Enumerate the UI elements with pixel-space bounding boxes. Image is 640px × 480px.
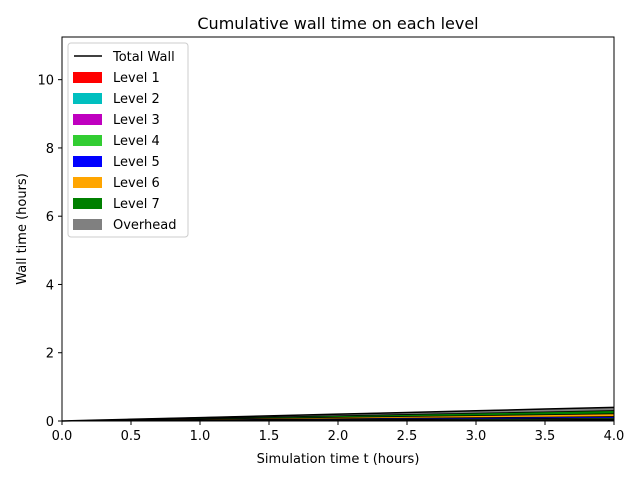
legend-swatch [73, 219, 102, 230]
legend-label: Level 1 [113, 71, 160, 86]
legend-label: Level 5 [113, 155, 160, 170]
legend-label: Level 4 [113, 134, 160, 149]
y-tick-label: 2 [46, 347, 54, 362]
x-tick-label: 3.5 [535, 429, 556, 444]
plot-area [61, 36, 615, 422]
legend-label: Level 7 [113, 197, 160, 212]
legend-swatch [73, 177, 102, 188]
x-tick-label: 4.0 [604, 429, 625, 444]
y-tick-label: 0 [46, 415, 54, 430]
y-tick-label: 6 [46, 210, 54, 225]
x-axis: 0.0 0.5 1.0 1.5 2.0 2.5 3.0 3.5 4.0 [52, 421, 625, 444]
y-axis-label: Wall time (hours) [15, 173, 30, 285]
y-tick-label: 4 [46, 278, 54, 293]
legend-swatch [73, 72, 102, 83]
legend-swatch [73, 198, 102, 209]
y-tick-label: 10 [37, 74, 54, 89]
x-tick-label: 0.5 [121, 429, 142, 444]
y-axis: 0 2 4 6 8 10 [37, 74, 62, 430]
legend-swatch [73, 93, 102, 104]
legend-label: Level 3 [113, 113, 160, 128]
legend: Total Wall Level 1 Level 2 Level 3 Level 4 Le… [67, 42, 189, 238]
chart-title: Cumulative wall time on each level [197, 14, 478, 33]
legend-swatch [73, 156, 102, 167]
legend-label: Level 2 [113, 92, 160, 107]
x-tick-label: 3.0 [466, 429, 487, 444]
x-tick-label: 1.0 [190, 429, 211, 444]
x-tick-label: 0.0 [52, 429, 73, 444]
legend-swatch [73, 135, 102, 146]
x-tick-label: 1.5 [259, 429, 280, 444]
legend-swatch [73, 114, 102, 125]
legend-label: Level 6 [113, 176, 160, 191]
y-tick-label: 8 [46, 142, 54, 157]
total-wall-line [61, 406, 615, 422]
x-tick-label: 2.0 [328, 429, 349, 444]
x-axis-label: Simulation time t (hours) [257, 452, 420, 467]
x-tick-label: 2.5 [397, 429, 418, 444]
legend-label: Overhead [113, 218, 177, 233]
legend-label: Total Wall [112, 50, 175, 65]
legend-box [67, 42, 189, 238]
